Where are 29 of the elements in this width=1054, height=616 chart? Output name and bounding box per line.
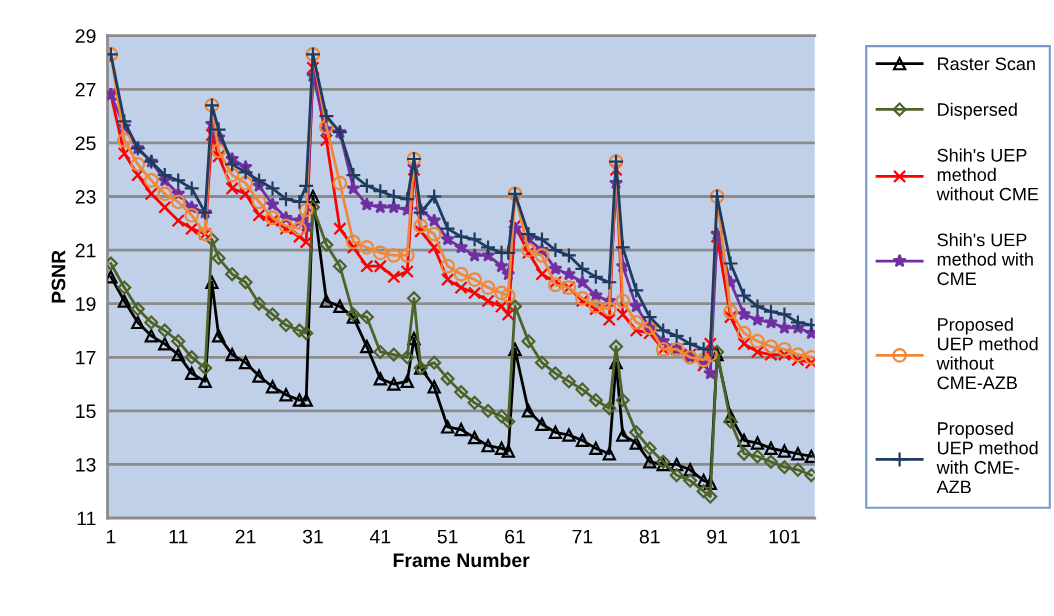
legend-label: Proposed UEP method without CME-AZB	[936, 317, 1038, 390]
x-tick-label: 61	[505, 529, 525, 544]
x-tick-label: 21	[235, 529, 256, 544]
x-tick-label: 1	[106, 529, 116, 544]
y-tick-label: 29	[75, 29, 96, 43]
y-tick-label: 23	[75, 189, 96, 204]
x-tick-label: 41	[369, 529, 391, 544]
y-tick-label: 13	[76, 457, 96, 472]
legend-label: Dispersed	[938, 102, 1017, 120]
x-tick-label: 101	[769, 529, 800, 544]
legend-label: Shih's UEP method without CME	[936, 148, 1039, 201]
x-tick-label: 31	[302, 529, 323, 544]
legend-label: Shih's UEP method with CME	[937, 232, 1033, 286]
x-tick-label: 51	[437, 529, 458, 544]
x-tick-label: 81	[639, 529, 660, 544]
x-tick-label: 71	[572, 529, 593, 544]
legend-label: Raster Scan	[938, 57, 1035, 71]
legend-label: Proposed UEP method with CME- AZB	[936, 421, 1038, 494]
y-tick-label: 27	[75, 82, 96, 97]
x-tick-label: 91	[707, 529, 727, 544]
y-tick-label: 11	[77, 511, 96, 526]
y-tick-label: 15	[76, 404, 96, 419]
y-tick-label: 25	[75, 136, 96, 151]
x-axis-title: Frame Number	[393, 552, 530, 568]
y-tick-label: 17	[76, 350, 96, 365]
x-tick-label: 11	[169, 529, 188, 544]
y-axis-title: PSNR	[51, 250, 66, 303]
y-tick-label: 19	[76, 297, 96, 311]
y-tick-label: 21	[75, 243, 96, 258]
